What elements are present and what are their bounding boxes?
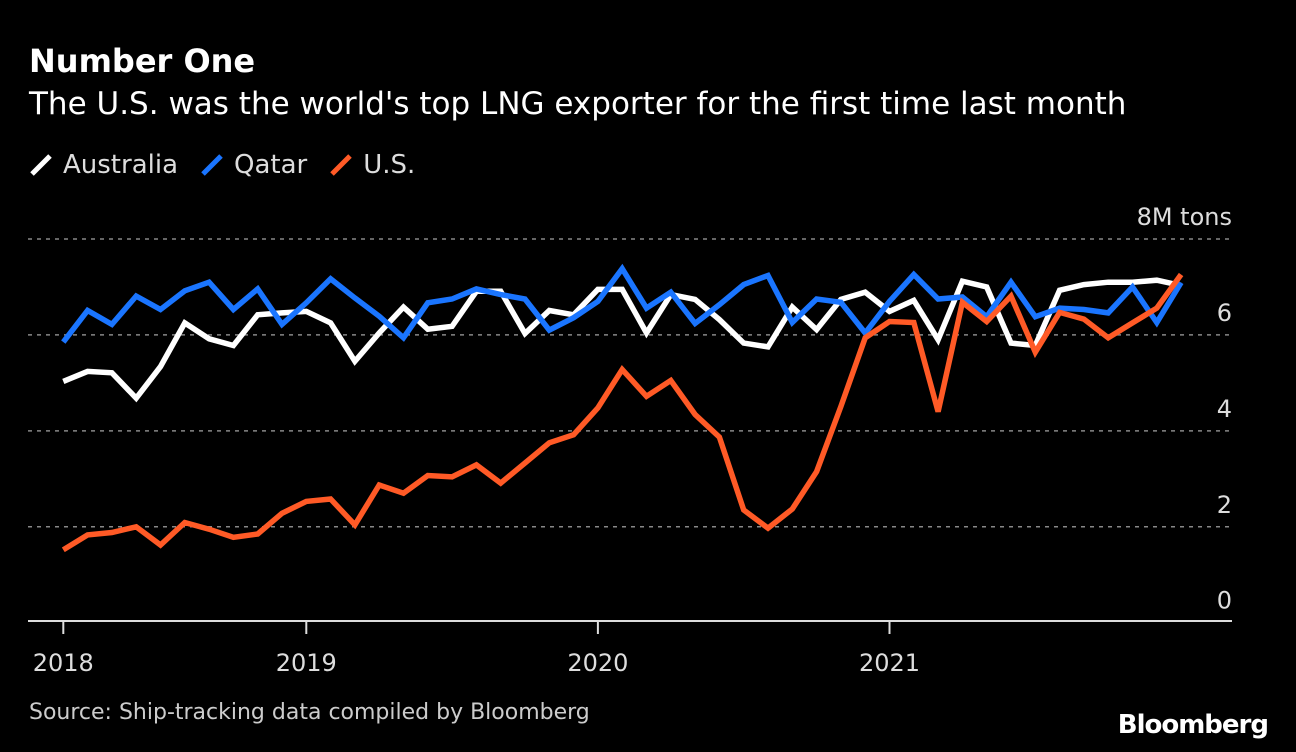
y-tick-label: 8M tons [1137, 203, 1232, 231]
y-tick-label: 2 [1217, 491, 1232, 519]
chart-subtitle: The U.S. was the world's top LNG exporte… [29, 86, 1127, 122]
legend-swatch-australia [30, 154, 52, 176]
y-tick-label: 0 [1217, 587, 1232, 615]
legend-swatch-line [330, 154, 353, 176]
legend-swatch-line [201, 154, 223, 176]
legend-label-australia: Australia [63, 150, 179, 180]
legend-item-australia: Australia [29, 150, 178, 180]
source-note: Source: Ship-tracking data compiled by B… [29, 700, 590, 725]
bloomberg-logo: Bloomberg [1117, 710, 1269, 740]
chart-title: Number One [29, 42, 256, 80]
legend: Australia Qatar U.S. [29, 150, 437, 180]
legend-label-us: U.S. [363, 150, 416, 180]
x-tick-label: 2018 [33, 649, 94, 677]
legend-swatch-line [30, 154, 52, 176]
legend-item-qatar: Qatar [200, 150, 307, 180]
series-line-qatar [61, 263, 1184, 344]
series-line-us [61, 272, 1184, 553]
x-tick-label: 2021 [859, 649, 920, 677]
legend-item-us: U.S. [329, 150, 415, 180]
legend-label-qatar: Qatar [234, 150, 308, 180]
x-tick-label: 2020 [567, 649, 628, 677]
x-tick-label: 2019 [276, 649, 337, 677]
y-tick-label: 6 [1217, 299, 1232, 327]
legend-swatch-qatar [201, 154, 223, 176]
y-tick-label: 4 [1217, 395, 1232, 423]
legend-swatch-us [330, 154, 353, 176]
